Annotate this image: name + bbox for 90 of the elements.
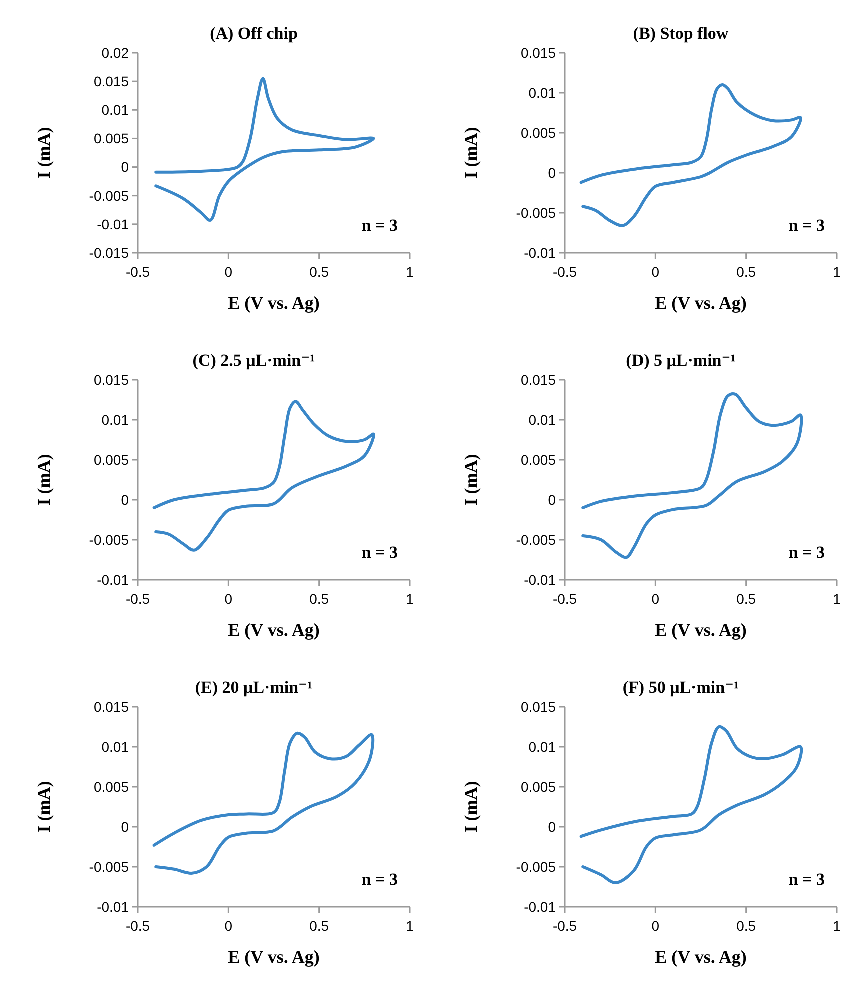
y-tick-label: -0.01 [97, 898, 130, 915]
x-axis-title: E (V vs. Ag) [228, 620, 320, 640]
y-tick-label: -0.01 [524, 572, 556, 588]
line-series [154, 77, 376, 222]
y-tick-label: 0.015 [520, 372, 556, 388]
x-tick-label: 0.5 [310, 918, 330, 934]
y-tick-label: -0.005 [89, 188, 130, 204]
y-tick-label: 0.015 [94, 73, 130, 90]
x-tick-label: 1 [406, 918, 414, 934]
y-tick-label: -0.005 [516, 532, 556, 548]
x-tick-label: 0 [652, 591, 660, 607]
chart-title: (A) Off chip [210, 24, 298, 43]
chart-title: (B) Stop flow [633, 24, 730, 43]
x-tick-label: -0.5 [552, 264, 578, 280]
x-tick-label: 0 [652, 264, 660, 280]
y-tick-label: 0 [121, 818, 130, 835]
x-tick-label: 0.5 [736, 918, 756, 934]
y-tick-label: -0.01 [524, 244, 556, 261]
y-tick-label: 0.01 [528, 738, 556, 755]
chart-title: (F) 50 μL·min⁻¹ [622, 678, 740, 697]
y-axis-title: I (mA) [461, 781, 481, 833]
annotation: n = 3 [362, 216, 398, 235]
y-tick-label: 0 [121, 159, 130, 176]
annotation: n = 3 [788, 543, 825, 562]
y-tick-label: 0.015 [94, 698, 130, 715]
line-series [580, 726, 804, 884]
x-tick-label: 0.5 [310, 591, 330, 607]
y-axis-title: I (mA) [34, 781, 54, 833]
y-tick-label: 0.015 [520, 44, 556, 61]
annotation: n = 3 [788, 870, 825, 889]
y-tick-label: 0.005 [520, 452, 556, 468]
x-tick-label: 0.5 [310, 264, 330, 280]
x-tick-label: 1 [833, 591, 842, 607]
x-tick-label: 0 [652, 918, 660, 934]
y-tick-label: 0.005 [94, 452, 130, 468]
x-axis-title: E (V vs. Ag) [228, 293, 320, 313]
y-tick-label: -0.01 [524, 898, 556, 915]
y-tick-label: 0.01 [528, 84, 556, 101]
y-tick-label: 0.01 [102, 102, 130, 118]
y-axis-title: I (mA) [461, 127, 481, 179]
x-tick-label: 1 [833, 264, 842, 280]
x-tick-label: 1 [833, 918, 842, 934]
y-tick-label: 0.015 [94, 372, 130, 388]
y-axis-title: I (mA) [34, 454, 54, 506]
x-tick-label: 0.5 [736, 264, 756, 280]
line-series [152, 400, 376, 552]
y-tick-label: -0.01 [97, 216, 130, 232]
y-tick-label: 0.01 [102, 738, 130, 755]
y-tick-label: 0 [548, 164, 556, 181]
y-tick-label: -0.005 [516, 204, 556, 221]
chart-title: (C) 2.5 μL·min⁻¹ [192, 351, 316, 370]
chart-title: (E) 20 μL·min⁻¹ [195, 678, 313, 697]
x-tick-label: 0.5 [736, 591, 756, 607]
x-tick-label: 0 [224, 264, 233, 280]
x-tick-label: -0.5 [126, 918, 150, 934]
y-tick-label: -0.005 [89, 532, 130, 548]
chart-title: (D) 5 μL·min⁻¹ [626, 351, 736, 370]
y-tick-label: 0.01 [528, 412, 556, 428]
y-tick-label: -0.005 [516, 858, 556, 875]
x-axis-title: E (V vs. Ag) [655, 293, 747, 313]
x-tick-label: -0.5 [552, 918, 578, 934]
y-tick-label: -0.005 [89, 858, 130, 875]
annotation: n = 3 [788, 216, 825, 235]
x-tick-label: 0 [224, 591, 233, 607]
y-tick-label: 0.01 [102, 412, 130, 428]
y-tick-label: 0.015 [520, 698, 556, 715]
x-tick-label: 1 [406, 264, 414, 280]
x-tick-label: -0.5 [552, 591, 578, 607]
x-tick-label: -0.5 [126, 591, 150, 607]
y-tick-label: 0.005 [94, 130, 130, 147]
y-tick-label: -0.015 [89, 244, 130, 261]
x-tick-label: -0.5 [126, 264, 150, 280]
annotation: n = 3 [362, 870, 398, 889]
y-tick-label: 0 [121, 492, 130, 508]
line-series [582, 392, 804, 560]
x-axis-title: E (V vs. Ag) [655, 947, 747, 967]
x-axis-title: E (V vs. Ag) [655, 620, 747, 640]
y-axis-title: I (mA) [461, 454, 481, 506]
y-tick-label: 0.02 [102, 44, 130, 61]
y-tick-label: 0 [548, 492, 556, 508]
x-tick-label: 0 [224, 918, 233, 934]
x-tick-label: 1 [406, 591, 414, 607]
y-tick-label: 0.005 [94, 778, 130, 795]
y-tick-label: -0.01 [97, 572, 130, 588]
x-axis-title: E (V vs. Ag) [228, 947, 320, 967]
annotation: n = 3 [362, 543, 398, 562]
y-tick-label: 0.005 [520, 124, 556, 141]
y-tick-label: 0 [548, 818, 556, 835]
y-tick-label: 0.005 [520, 778, 556, 795]
y-axis-title: I (mA) [34, 127, 54, 179]
